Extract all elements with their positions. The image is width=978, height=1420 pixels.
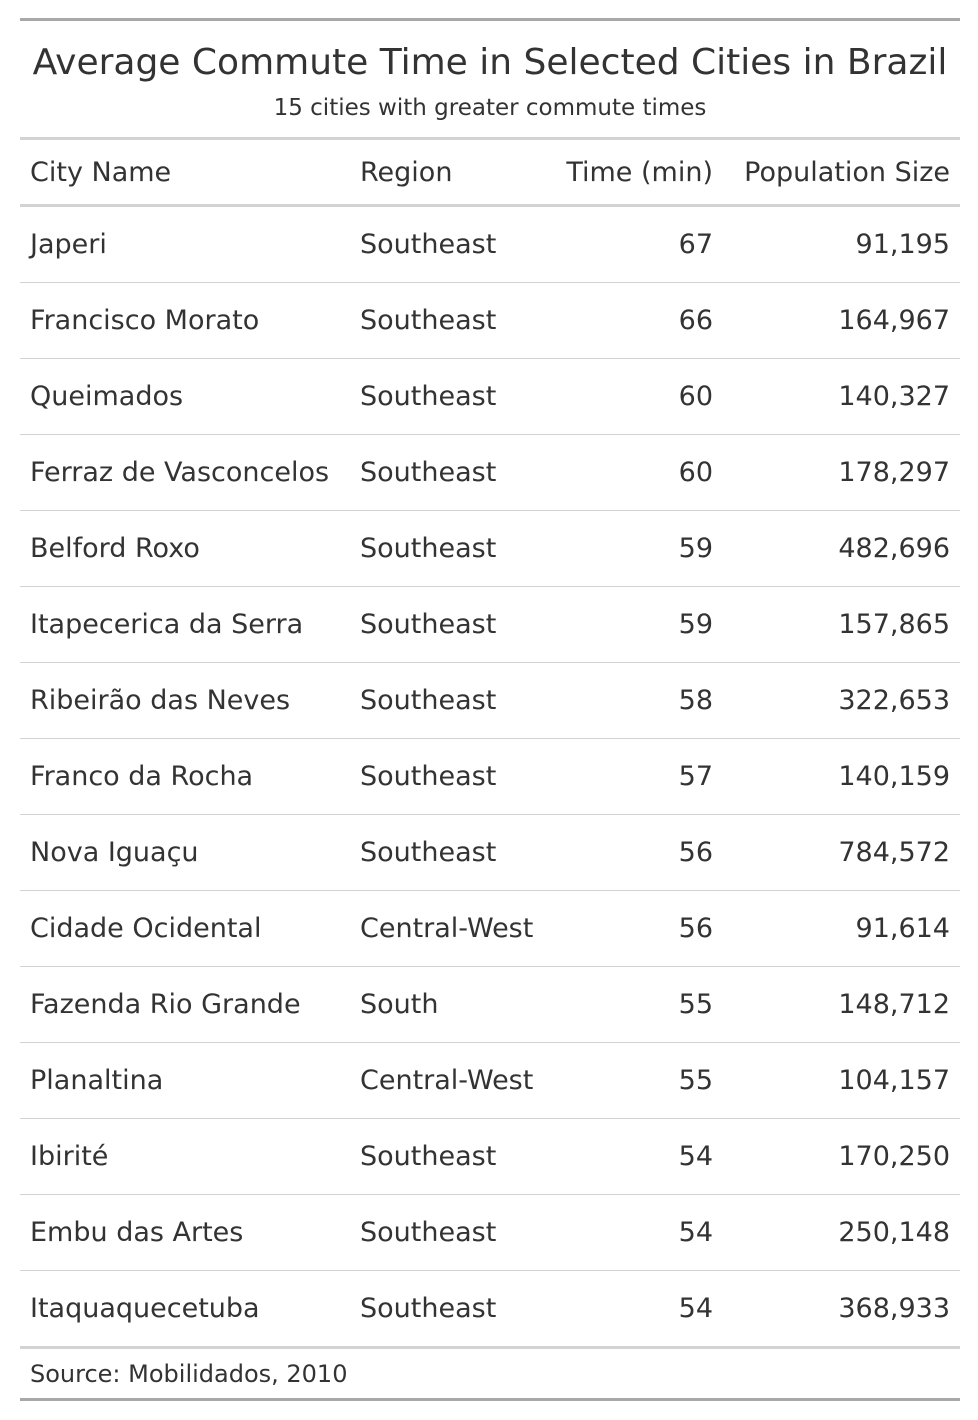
table-title: Average Commute Time in Selected Cities …: [32, 42, 948, 83]
city-name-cell: Ribeirão das Neves: [20, 662, 350, 739]
region-cell: Southeast: [350, 358, 555, 435]
population-cell: 157,865: [723, 586, 960, 663]
table-row: Franco da Rocha Southeast 57 140,159: [20, 738, 960, 815]
population-cell: 164,967: [723, 282, 960, 359]
city-name-cell: Nova Iguaçu: [20, 814, 350, 891]
city-name-cell: Planaltina: [20, 1042, 350, 1119]
time-cell: 67: [555, 205, 723, 283]
time-cell: 56: [555, 890, 723, 967]
region-cell: Southeast: [350, 282, 555, 359]
region-cell: Southeast: [350, 510, 555, 587]
city-name-cell: Japeri: [20, 205, 350, 283]
table-row: Cidade Ocidental Central-West 56 91,614: [20, 890, 960, 967]
time-cell: 59: [555, 510, 723, 587]
population-cell: 784,572: [723, 814, 960, 891]
table-row: Itapecerica da Serra Southeast 59 157,865: [20, 586, 960, 663]
region-cell: Southeast: [350, 662, 555, 739]
population-cell: 148,712: [723, 966, 960, 1043]
table-row: Embu das Artes Southeast 54 250,148: [20, 1194, 960, 1271]
region-cell: Southeast: [350, 586, 555, 663]
region-cell: Southeast: [350, 434, 555, 511]
region-cell: Southeast: [350, 1118, 555, 1195]
region-cell: South: [350, 966, 555, 1043]
commute-table: City Name Region Time (min) Population S…: [20, 140, 960, 1349]
table-row: Francisco Morato Southeast 66 164,967: [20, 282, 960, 359]
region-cell: Southeast: [350, 738, 555, 815]
population-cell: 140,327: [723, 358, 960, 435]
city-name-cell: Queimados: [20, 358, 350, 435]
column-header-time: Time (min): [555, 140, 723, 207]
header-rule: [20, 137, 960, 140]
population-cell: 104,157: [723, 1042, 960, 1119]
region-cell: Southeast: [350, 1270, 555, 1349]
time-cell: 54: [555, 1194, 723, 1271]
population-cell: 178,297: [723, 434, 960, 511]
population-cell: 322,653: [723, 662, 960, 739]
table-body: Japeri Southeast 67 91,195 Francisco Morato S…: [20, 205, 960, 1349]
source-note: Source: Mobilidados, 2010: [20, 1349, 960, 1401]
time-cell: 60: [555, 434, 723, 511]
city-name-cell: Itapecerica da Serra: [20, 586, 350, 663]
time-cell: 58: [555, 662, 723, 739]
population-cell: 250,148: [723, 1194, 960, 1271]
population-cell: 368,933: [723, 1270, 960, 1349]
population-cell: 91,195: [723, 205, 960, 283]
city-name-cell: Embu das Artes: [20, 1194, 350, 1271]
city-name-cell: Ferraz de Vasconcelos: [20, 434, 350, 511]
column-header-city-name: City Name: [20, 140, 350, 207]
time-cell: 54: [555, 1270, 723, 1349]
city-name-cell: Fazenda Rio Grande: [20, 966, 350, 1043]
time-cell: 56: [555, 814, 723, 891]
region-cell: Southeast: [350, 205, 555, 283]
city-name-cell: Francisco Morato: [20, 282, 350, 359]
table-row: Japeri Southeast 67 91,195: [20, 205, 960, 283]
population-cell: 170,250: [723, 1118, 960, 1195]
table-subtitle: 15 cities with greater commute times: [273, 95, 707, 121]
data-table-container: Average Commute Time in Selected Cities …: [20, 18, 960, 1401]
city-name-cell: Belford Roxo: [20, 510, 350, 587]
region-cell: Southeast: [350, 1194, 555, 1271]
time-cell: 57: [555, 738, 723, 815]
population-cell: 482,696: [723, 510, 960, 587]
column-header-population: Population Size: [723, 140, 960, 207]
time-cell: 59: [555, 586, 723, 663]
table-row: Ferraz de Vasconcelos Southeast 60 178,297: [20, 434, 960, 511]
table-row: Ibirité Southeast 54 170,250: [20, 1118, 960, 1195]
time-cell: 60: [555, 358, 723, 435]
table-row: Fazenda Rio Grande South 55 148,712: [20, 966, 960, 1043]
table-row: Queimados Southeast 60 140,327: [20, 358, 960, 435]
population-cell: 91,614: [723, 890, 960, 967]
header-row: City Name Region Time (min) Population S…: [20, 140, 960, 207]
table-row: Nova Iguaçu Southeast 56 784,572: [20, 814, 960, 891]
time-cell: 54: [555, 1118, 723, 1195]
region-cell: Central-West: [350, 890, 555, 967]
city-name-cell: Franco da Rocha: [20, 738, 350, 815]
top-rule: [20, 18, 960, 21]
time-cell: 55: [555, 1042, 723, 1119]
table-row: Itaquaquecetuba Southeast 54 368,933: [20, 1270, 960, 1349]
city-name-cell: Cidade Ocidental: [20, 890, 350, 967]
table-row: Belford Roxo Southeast 59 482,696: [20, 510, 960, 587]
column-header-region: Region: [350, 140, 555, 207]
table-row: Ribeirão das Neves Southeast 58 322,653: [20, 662, 960, 739]
region-cell: Central-West: [350, 1042, 555, 1119]
city-name-cell: Ibirité: [20, 1118, 350, 1195]
time-cell: 66: [555, 282, 723, 359]
time-cell: 55: [555, 966, 723, 1043]
region-cell: Southeast: [350, 814, 555, 891]
population-cell: 140,159: [723, 738, 960, 815]
city-name-cell: Itaquaquecetuba: [20, 1270, 350, 1349]
table-row: Planaltina Central-West 55 104,157: [20, 1042, 960, 1119]
